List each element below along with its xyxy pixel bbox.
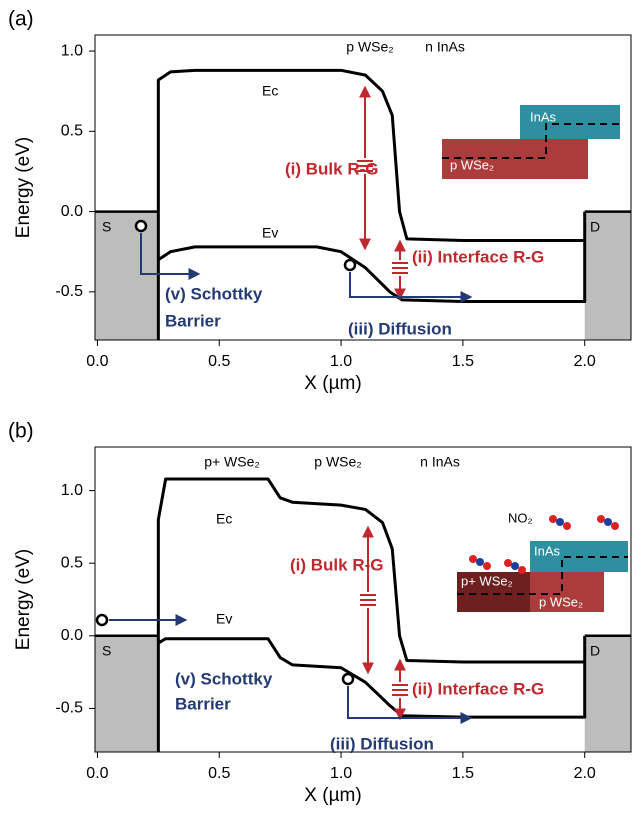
inset-layer: [520, 105, 620, 139]
inset-band: [442, 123, 620, 159]
x-tick-label: 0.5: [208, 353, 230, 370]
schottky-label: Barrier: [165, 311, 221, 330]
molecule-atom: [469, 555, 477, 563]
x-tick-label: 0.0: [86, 353, 108, 370]
process-label: (ii) Interface R-G: [412, 247, 544, 266]
molecule-atom: [476, 558, 484, 566]
x-tick-label: 0.0: [86, 765, 108, 782]
process-label: (i) Bulk R-G: [285, 159, 379, 178]
process-label: (iii) Diffusion: [348, 319, 452, 338]
inset-label: p+ WSe₂: [461, 573, 513, 588]
band-edge: [157, 211, 587, 303]
process-label: (iii) Diffusion: [330, 734, 434, 753]
x-tick-label: 1.5: [452, 765, 474, 782]
y-tick-label: 0.0: [61, 203, 83, 220]
contact-label: D: [590, 219, 600, 235]
band-label: Ev: [216, 611, 232, 627]
x-axis-title: X (µm): [304, 785, 361, 806]
inset-label: InAs: [534, 543, 561, 558]
inset-label: InAs: [530, 109, 557, 124]
molecule-atom: [597, 515, 605, 523]
x-tick-label: 2.0: [574, 765, 596, 782]
diffusion-arrow: [140, 233, 201, 280]
schottky-label: (v) Schottky: [175, 669, 273, 688]
contact-label: D: [590, 643, 600, 659]
y-tick-label: -0.5: [55, 283, 83, 300]
source-contact: [95, 211, 159, 340]
inset-label: p WSe₂: [450, 157, 494, 172]
contact-label: S: [102, 643, 111, 659]
band-label: Ec: [262, 83, 278, 99]
band-edge: [157, 635, 587, 719]
y-tick-label: 0.5: [61, 554, 83, 571]
y-tick-label: 1.0: [61, 482, 83, 499]
panel-label: (a): [8, 8, 34, 31]
region-label: p WSe₂: [346, 39, 393, 55]
contact-label: S: [102, 219, 111, 235]
plot-frame: [94, 34, 632, 341]
band-edge: [156, 68, 585, 340]
process-label: (i) Bulk R-G: [290, 555, 384, 574]
inset-layer: [457, 572, 530, 612]
y-tick-label: 0.5: [61, 123, 83, 140]
band-label: Ev: [262, 225, 278, 241]
x-tick-label: 1.0: [330, 765, 352, 782]
molecule-atom: [611, 522, 619, 530]
molecule-atom: [511, 562, 519, 570]
molecule-atom: [556, 518, 564, 526]
process-label: (ii) Interface R-G: [412, 679, 544, 698]
y-tick-label: 1.0: [61, 42, 83, 59]
diffusion-arrow: [347, 686, 473, 724]
x-tick-label: 2.0: [574, 353, 596, 370]
x-axis-title: X (µm): [304, 373, 361, 394]
molecule-atom: [549, 515, 557, 523]
drain-contact: [584, 635, 631, 752]
carrier: [341, 672, 355, 686]
molecule-atom: [563, 522, 571, 530]
y-axis-title: Energy (eV): [13, 549, 34, 650]
y-tick-label: 0.0: [61, 627, 83, 644]
region-label: p WSe₂: [314, 454, 361, 470]
molecule-atom: [483, 562, 491, 570]
x-tick-label: 0.5: [208, 765, 230, 782]
carrier: [343, 258, 357, 272]
region-label: n InAs: [425, 39, 465, 55]
carrier: [95, 613, 109, 627]
inset-band: [457, 556, 628, 595]
panel-label: (b): [8, 420, 34, 443]
molecule-atom: [518, 566, 526, 574]
y-axis-title: Energy (eV): [13, 137, 34, 238]
molecule-atom: [504, 559, 512, 567]
diffusion-arrow: [349, 272, 473, 303]
inset-label: p WSe₂: [539, 594, 583, 609]
plot-frame: [94, 446, 632, 753]
schottky-label: (v) Schottky: [165, 284, 263, 303]
region-label: p+ WSe₂: [204, 454, 260, 470]
band-edge: [156, 477, 585, 752]
drain-contact: [584, 211, 631, 340]
source-contact: [95, 635, 159, 752]
band-label: Ec: [216, 511, 232, 527]
region-label: n InAs: [420, 454, 460, 470]
carrier: [134, 219, 148, 233]
x-tick-label: 1.5: [452, 353, 474, 370]
gas-label: NO₂: [508, 510, 533, 525]
schottky-label: Barrier: [175, 694, 231, 713]
y-tick-label: -0.5: [55, 700, 83, 717]
molecule-atom: [604, 518, 612, 526]
x-tick-label: 1.0: [330, 353, 352, 370]
inset-layer: [530, 572, 604, 612]
